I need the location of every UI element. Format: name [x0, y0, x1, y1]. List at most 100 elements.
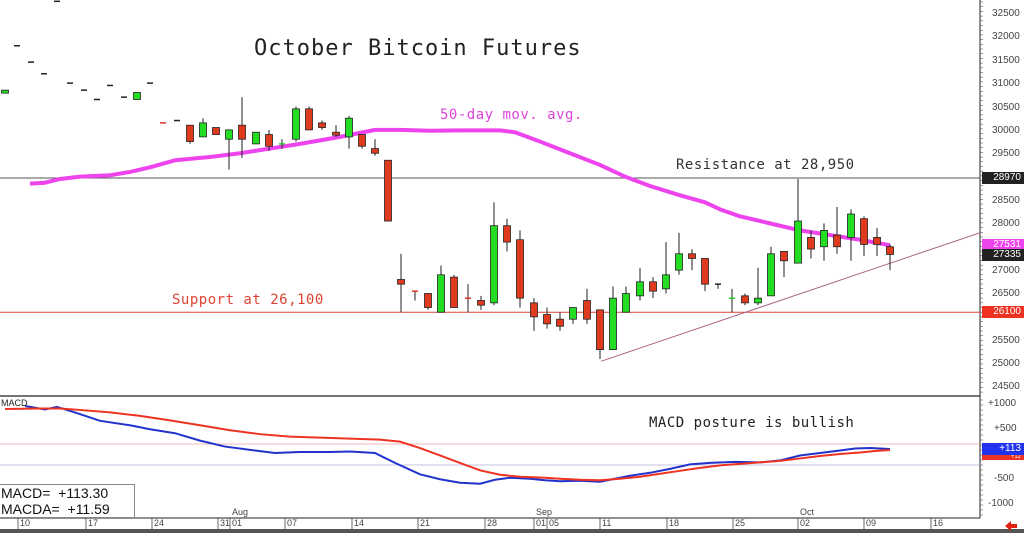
x-month-label: Sep [536, 507, 553, 517]
candle-body [490, 225, 498, 304]
macd-tick: -500 [994, 473, 1015, 484]
x-tick-label: 21 [420, 518, 431, 528]
moving-average-label: 50-day mov. avg. [440, 107, 583, 123]
candle-body [238, 124, 246, 140]
x-tick-label: 11 [602, 518, 612, 528]
candle-body [688, 253, 696, 259]
candle-body [649, 281, 657, 292]
price-tick: 25000 [992, 358, 1020, 369]
candle-body [807, 236, 815, 250]
price-tick: 26500 [992, 288, 1020, 299]
candle-body [477, 300, 485, 306]
candle-body [609, 297, 617, 350]
x-tick-label: 07 [287, 518, 298, 528]
price-tick: 30000 [992, 125, 1020, 136]
candle-body [543, 314, 551, 325]
candle-body [397, 279, 405, 285]
resistance-price-tag: 28970 [982, 172, 1024, 184]
x-tick-label: 18 [669, 518, 680, 528]
macd-tick: -1000 [988, 498, 1014, 509]
candle-body [886, 246, 894, 255]
candle-body [332, 131, 340, 136]
x-tick-label: 05 [549, 518, 560, 528]
candle-body [701, 258, 709, 285]
x-month-label: Aug [232, 507, 249, 517]
price-tick: 24500 [992, 381, 1020, 392]
candle-body [212, 127, 220, 135]
candle-body [503, 225, 511, 243]
macd-readout-value: MACD= +113.30 [1, 485, 109, 501]
macda-value-tag: +12 [982, 454, 1024, 460]
candle-body [556, 318, 564, 327]
price-tick: 30500 [992, 102, 1020, 113]
x-tick-label: 02 [800, 518, 811, 528]
moving-average-price-tag: 27531 [982, 239, 1024, 251]
moving-average-line [29, 127, 891, 248]
trendline [600, 232, 981, 362]
candle-body [133, 92, 141, 100]
candle-body [199, 122, 207, 138]
candle-body [583, 300, 591, 320]
candle-body [873, 236, 881, 245]
x-tick-label: 09 [866, 518, 877, 528]
x-tick-label: 01 [536, 518, 547, 528]
x-tick-label: 16 [933, 518, 944, 528]
x-tick-label: 24 [154, 518, 165, 528]
macd-readout: MACD= +113.30 MACDA= +11.59 [0, 484, 135, 518]
candle-body [265, 134, 273, 147]
candle-body [820, 229, 828, 248]
x-tick-label: 25 [735, 518, 746, 528]
candle-body [437, 274, 445, 313]
x-tick-label: 28 [487, 518, 498, 528]
macd-panel-label: MACD [1, 398, 28, 408]
chart-title: October Bitcoin Futures [254, 36, 582, 61]
candle-body [186, 124, 194, 142]
scroll-left-button[interactable] [1004, 517, 1018, 531]
price-tick: 28000 [992, 218, 1020, 229]
macd-tick: +1000 [988, 398, 1017, 409]
candle-body [636, 281, 644, 297]
candle-body [596, 309, 604, 350]
candle-body [569, 307, 577, 320]
x-tick-label: 31 [220, 518, 231, 528]
x-tick-label: 17 [88, 518, 99, 528]
support-price-tag: 26100 [982, 306, 1024, 318]
arrow-left-icon [1005, 521, 1017, 531]
candle-body [450, 276, 458, 308]
price-tick: 27000 [992, 265, 1020, 276]
candle-body [675, 253, 683, 271]
candle-body [833, 234, 841, 248]
candle-body [780, 251, 788, 262]
macda-line [4, 407, 891, 482]
candle-body [358, 134, 366, 147]
candle-body [767, 253, 775, 297]
last-price-tag: 27335 [982, 249, 1024, 261]
candle-body [847, 213, 855, 238]
x-tick-label: 01 [232, 518, 243, 528]
macd-note: MACD posture is bullish [649, 415, 855, 431]
price-tick: 32000 [992, 31, 1020, 42]
price-tick: 28500 [992, 195, 1020, 206]
candle-body [292, 108, 300, 140]
candle-body [741, 295, 749, 304]
candle-body [252, 131, 260, 145]
support-label: Support at 26,100 [172, 292, 324, 308]
price-tick: 31500 [992, 55, 1020, 66]
candle-body [318, 122, 326, 128]
x-tick-label: 14 [354, 518, 365, 528]
price-tick: 31000 [992, 78, 1020, 89]
candle-body [424, 293, 432, 308]
resistance-label: Resistance at 28,950 [676, 157, 855, 173]
candle-body [662, 274, 670, 290]
macd-tick: +500 [994, 423, 1017, 434]
candle-body [371, 148, 379, 154]
candle-body [754, 297, 762, 304]
candle-body [1, 89, 9, 94]
candle-body [384, 159, 392, 222]
candle-body [530, 302, 538, 318]
candle-body [345, 117, 353, 138]
price-tick: 32500 [992, 8, 1020, 19]
candle-body [860, 218, 868, 245]
